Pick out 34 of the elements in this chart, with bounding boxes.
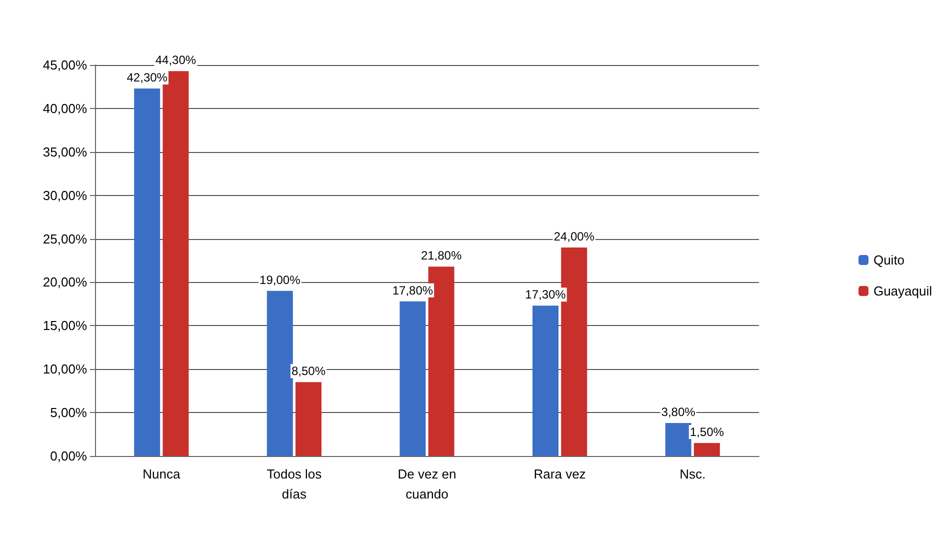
data-label: 44,30% bbox=[155, 53, 196, 68]
y-tick-label: 0,00% bbox=[50, 448, 88, 464]
y-tick-label: 5,00% bbox=[50, 405, 88, 420]
x-tick-label: Rara vez bbox=[534, 466, 586, 482]
data-label: 17,30% bbox=[525, 288, 566, 302]
legend-label: Guayaquil bbox=[873, 284, 932, 298]
data-label: 42,30% bbox=[126, 70, 168, 84]
bar bbox=[400, 301, 426, 456]
data-label: 3,80% bbox=[661, 404, 696, 419]
bar bbox=[296, 382, 322, 456]
y-tick-label: 40,00% bbox=[42, 100, 88, 116]
data-label: 17,80% bbox=[392, 283, 434, 298]
legend-label: Quito bbox=[873, 252, 905, 268]
bar bbox=[665, 422, 692, 456]
data-label: 19,00% bbox=[260, 272, 301, 287]
bar bbox=[532, 306, 558, 456]
data-label: 1,50% bbox=[690, 424, 724, 439]
y-tick-label: 15,00% bbox=[42, 318, 88, 334]
data-label: 24,00% bbox=[554, 229, 595, 244]
bar bbox=[266, 290, 293, 456]
bar bbox=[134, 88, 160, 456]
data-label: 21,80% bbox=[420, 248, 462, 263]
y-tick-label: 45,00% bbox=[42, 58, 88, 72]
bar bbox=[694, 442, 720, 456]
y-tick-label: 30,00% bbox=[42, 188, 88, 203]
x-tick-label: Todos los días bbox=[266, 466, 322, 502]
data-label: 8,50% bbox=[291, 364, 326, 378]
x-tick-label: Nunca bbox=[142, 466, 181, 482]
x-tick-label: De vez en cuando bbox=[398, 466, 456, 502]
y-tick-label: 20,00% bbox=[42, 274, 88, 290]
y-tick-label: 25,00% bbox=[42, 231, 88, 246]
y-tick-label: 10,00% bbox=[42, 362, 88, 377]
y-tick-label: 35,00% bbox=[42, 144, 88, 160]
x-tick-label: Nsc. bbox=[680, 466, 706, 482]
